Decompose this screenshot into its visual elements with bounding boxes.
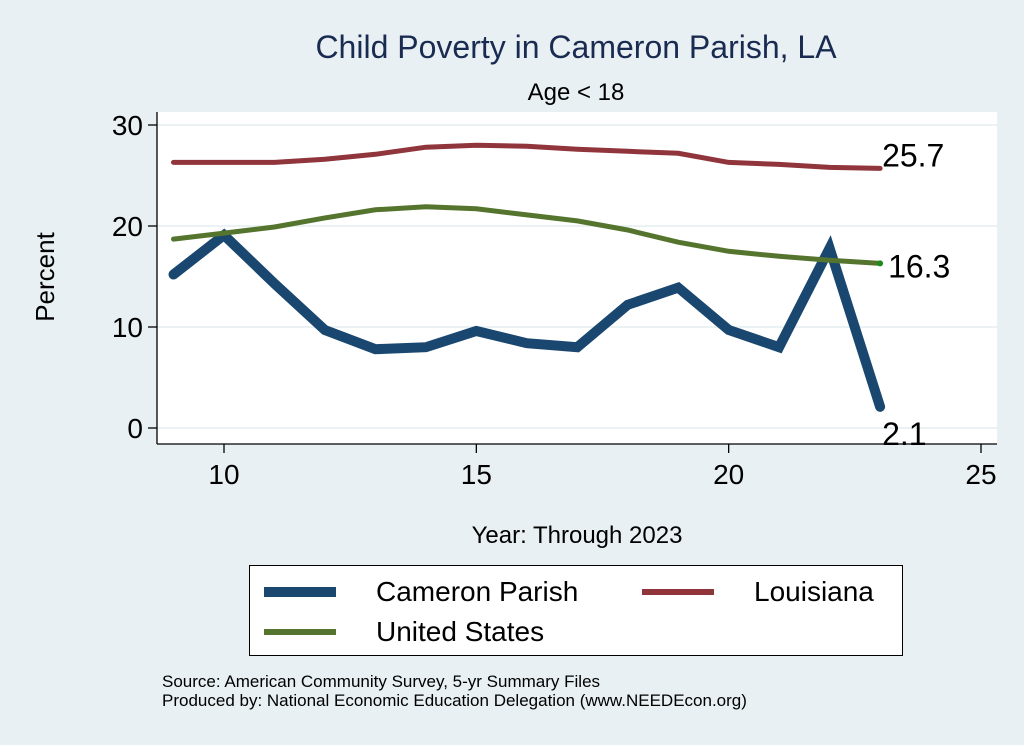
legend-item-louisiana: Louisiana bbox=[642, 576, 874, 608]
series-lines bbox=[168, 142, 886, 412]
x-tick-label: 10 bbox=[208, 459, 239, 490]
y-tick-label: 10 bbox=[112, 312, 143, 343]
end-label-united-states: 16.3 bbox=[888, 248, 950, 284]
x-tick-label: 20 bbox=[713, 459, 744, 490]
end-label-cameron-parish: 2.1 bbox=[882, 416, 926, 452]
series-line-cameron-parish bbox=[168, 228, 886, 412]
producer-note: Produced by: National Economic Education… bbox=[162, 691, 747, 710]
x-axis-title: Year: Through 2023 bbox=[472, 522, 683, 549]
legend-swatch bbox=[264, 587, 336, 597]
y-tick-label: 20 bbox=[112, 211, 143, 242]
axes: 0 10 20 30 10 15 20 25 bbox=[112, 110, 997, 490]
source-note: Source: American Community Survey, 5-yr … bbox=[162, 672, 601, 691]
legend-item-united-states: United States bbox=[264, 616, 544, 648]
series-line-louisiana bbox=[171, 142, 883, 171]
x-tick-label: 15 bbox=[461, 459, 492, 490]
legend-swatch bbox=[264, 629, 336, 635]
gridlines bbox=[157, 124, 997, 429]
end-labels: 2.1 25.7 16.3 bbox=[882, 137, 950, 451]
legend-label: United States bbox=[376, 616, 545, 647]
legend-label: Louisiana bbox=[754, 576, 874, 607]
end-marker-united-states bbox=[877, 260, 884, 267]
y-tick-label: 30 bbox=[112, 110, 143, 141]
chart-subtitle: Age < 18 bbox=[528, 79, 625, 106]
chart-title: Child Poverty in Cameron Parish, LA bbox=[315, 29, 837, 65]
line-chart: 2.1 25.7 16.3 0 10 20 30 10 15 20 25 Child Povert… bbox=[30, 29, 997, 549]
series-line-united-states bbox=[171, 204, 883, 266]
legend-item-cameron-parish: Cameron Parish bbox=[264, 576, 578, 608]
legend-label: Cameron Parish bbox=[376, 576, 579, 607]
legend: Cameron Parish Louisiana United States bbox=[249, 565, 903, 656]
legend-swatch bbox=[642, 589, 714, 595]
y-tick-label: 0 bbox=[127, 413, 143, 444]
end-label-louisiana: 25.7 bbox=[882, 137, 944, 173]
footer-notes: Source: American Community Survey, 5-yr … bbox=[162, 672, 747, 710]
y-axis-title: Percent bbox=[30, 231, 60, 321]
x-tick-label: 25 bbox=[965, 459, 996, 490]
